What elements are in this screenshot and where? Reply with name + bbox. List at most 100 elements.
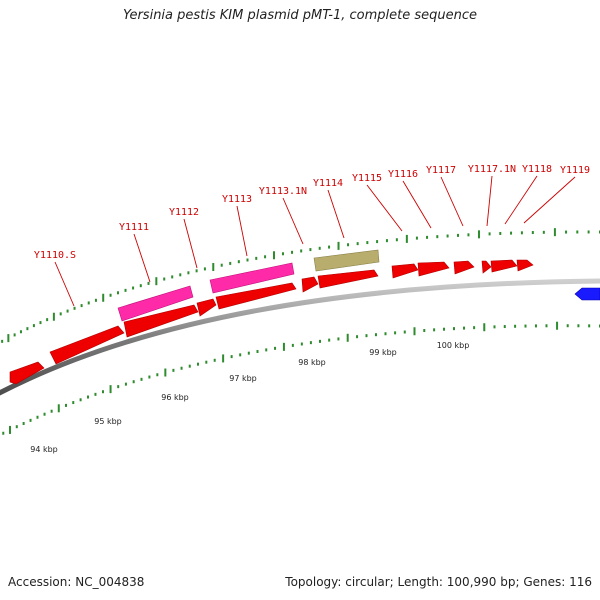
minor-tick <box>15 425 18 429</box>
minor-tick <box>436 235 439 239</box>
cds-arrow[interactable] <box>301 276 319 293</box>
minor-tick <box>300 342 303 346</box>
minor-tick <box>163 277 166 281</box>
minor-tick <box>247 351 250 355</box>
minor-tick <box>309 248 312 252</box>
gene-label: Y1112 <box>169 207 199 218</box>
cds-arrow[interactable] <box>196 298 217 317</box>
misc-feature-bar[interactable] <box>209 262 295 294</box>
minor-tick <box>514 324 517 328</box>
minor-tick <box>443 327 446 331</box>
minor-tick <box>545 324 548 328</box>
gene-label: Y1118 <box>522 164 552 175</box>
map-title: Yersinia pestis KIM plasmid pMT-1, compl… <box>122 8 478 23</box>
minor-tick <box>179 273 182 277</box>
minor-tick <box>195 269 198 273</box>
cds-arrow[interactable] <box>123 304 199 338</box>
major-tick <box>102 293 105 302</box>
cds-arrow[interactable] <box>516 259 534 272</box>
inner-tick-ring <box>2 321 600 435</box>
minor-tick <box>510 231 513 235</box>
minor-tick <box>66 309 69 313</box>
cds-arrow[interactable] <box>9 361 45 385</box>
cds-arrow-reverse[interactable] <box>574 287 600 301</box>
minor-tick <box>426 235 429 239</box>
major-tick <box>8 425 11 434</box>
major-tick <box>346 333 349 342</box>
major-tick <box>109 385 112 394</box>
major-tick <box>282 342 285 351</box>
minor-tick <box>2 431 5 435</box>
minor-tick <box>59 312 62 316</box>
gene-label: Y1114 <box>313 178 343 189</box>
major-tick <box>52 312 55 321</box>
minor-tick <box>205 360 208 364</box>
cds-arrow[interactable] <box>49 325 125 365</box>
cds-arrow[interactable] <box>215 282 297 310</box>
gene-leader-line <box>486 175 493 227</box>
minor-tick <box>520 231 523 235</box>
gene-label: Y1110.S <box>34 250 76 261</box>
minor-tick <box>43 412 46 416</box>
minor-tick <box>356 335 359 339</box>
gene-leader-line <box>183 218 198 269</box>
gene-leader-line <box>236 205 248 257</box>
minor-tick <box>328 338 331 342</box>
minor-tick <box>394 331 397 335</box>
minor-tick <box>524 324 527 328</box>
gene-label: Y1113 <box>222 194 252 205</box>
minor-tick <box>80 304 83 308</box>
topology-summary: Topology: circular; Length: 100,990 bp; … <box>285 575 592 589</box>
cds-arrow[interactable] <box>490 259 518 273</box>
minor-tick <box>356 242 359 246</box>
scale-label: 98 kbp <box>298 358 326 367</box>
scale-label: 97 kbp <box>229 374 257 383</box>
scale-labels: 94 kbp 95 kbp 96 kbp 97 kbp 98 kbp 99 kbp 100 … <box>30 341 469 454</box>
gene-leader-line <box>523 176 576 224</box>
minor-tick <box>237 260 240 264</box>
minor-tick <box>565 230 568 234</box>
scale-label: 95 kbp <box>94 417 122 426</box>
minor-tick <box>26 327 29 331</box>
cds-arrow[interactable] <box>317 269 379 289</box>
minor-tick <box>188 364 191 368</box>
minor-tick <box>403 330 406 334</box>
minor-tick <box>576 230 579 234</box>
cds-arrow[interactable] <box>391 263 419 279</box>
major-tick <box>337 241 340 250</box>
minor-tick <box>366 241 369 245</box>
minor-tick <box>172 368 175 372</box>
feature-track-inner <box>9 259 600 385</box>
minor-tick <box>132 380 135 384</box>
gene-leader-line <box>504 175 538 225</box>
minor-tick <box>46 318 49 322</box>
gene-leader-line <box>366 184 403 232</box>
gene-leader-line <box>327 189 345 239</box>
gene-leader-line <box>54 261 75 307</box>
minor-tick <box>124 382 127 386</box>
minor-tick <box>274 346 277 350</box>
scale-label: 94 kbp <box>30 445 58 454</box>
minor-tick <box>140 377 143 381</box>
cds-arrow[interactable] <box>417 261 450 277</box>
major-tick <box>272 251 275 260</box>
minor-tick <box>446 234 449 238</box>
minor-tick <box>79 398 82 402</box>
minor-tick <box>13 333 16 337</box>
minor-tick <box>229 261 232 265</box>
misc-feature-bar[interactable] <box>117 285 194 322</box>
misc-feature-bar[interactable] <box>313 249 380 272</box>
cds-arrow[interactable] <box>481 260 492 274</box>
major-tick <box>477 230 480 239</box>
minor-tick <box>423 329 426 333</box>
gene-label: Y1119 <box>560 165 590 176</box>
cds-arrow[interactable] <box>453 260 475 275</box>
minor-tick <box>1 339 4 343</box>
minor-tick <box>587 230 590 234</box>
minor-tick <box>139 284 142 288</box>
minor-tick <box>291 343 294 347</box>
minor-tick <box>384 332 387 336</box>
gene-label: Y1116 <box>388 169 418 180</box>
minor-tick <box>337 337 340 341</box>
feature-track-outer <box>117 249 380 322</box>
